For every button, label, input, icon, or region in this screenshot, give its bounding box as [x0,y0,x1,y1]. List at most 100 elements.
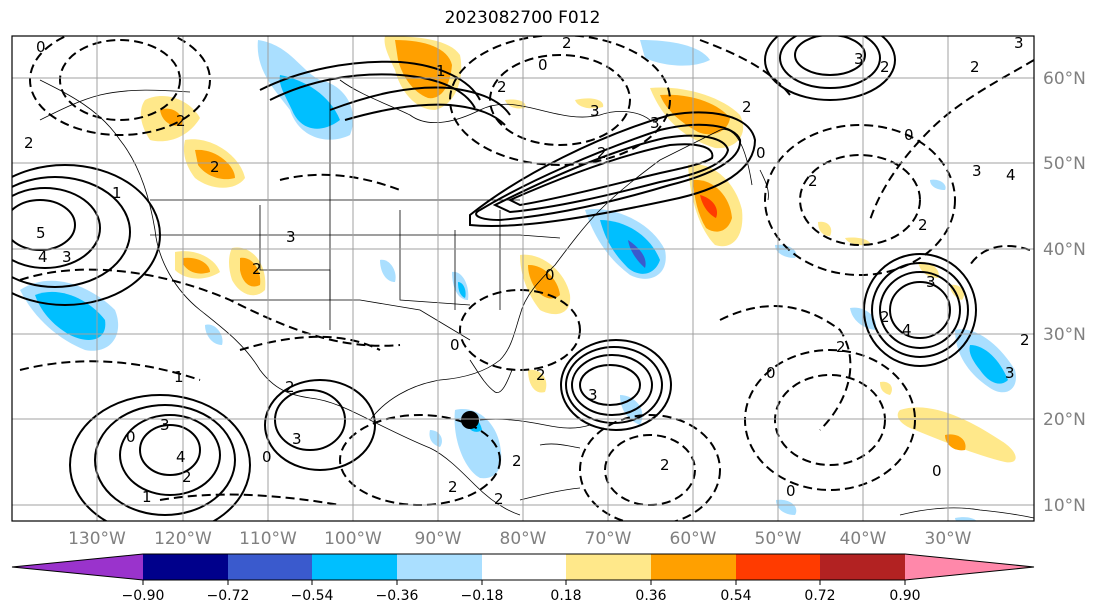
contour-label: 2 [176,112,186,130]
contour-label: 2 [742,98,752,116]
colorbar-tick-label: 0.90 [889,588,920,604]
contour-label: 0 [36,38,46,56]
colorbar-segment [820,554,905,580]
contour-label: 2 [836,338,846,356]
contour-label: 1 [112,184,122,202]
contour-label: 3 [62,248,72,266]
colorbar-tick-label: 0.54 [720,588,751,604]
contour-label: 2 [970,58,980,76]
colorbar: −0.90 −0.72 −0.54 −0.36 −0.18 0.18 0.36 … [11,553,1035,604]
colorbar-tick-label: −0.54 [291,588,334,604]
contour-label: 2 [808,172,818,190]
contour-label: 3 [1005,364,1015,382]
contour-label: 4 [38,248,48,266]
contour-label: 4 [1006,166,1016,184]
contour-label: 2 [918,216,928,234]
contour-label: 4 [176,448,186,466]
contour-label: 2 [494,490,504,508]
contour-label: 0 [545,266,555,284]
lat-label: 60°N [1043,69,1086,89]
contour-label: 1 [142,488,152,506]
lon-label: 60°W [670,529,717,549]
contour-label: 2 [210,158,220,176]
colorbar-segment [566,554,651,580]
lon-label: 50°W [755,529,802,549]
contour-label: 2 [497,78,507,96]
contour-label: 3 [650,114,660,132]
contour-label: 5 [36,224,46,242]
contour-label: 2 [285,378,295,396]
colorbar-segment [312,554,397,580]
colorbar-tick-label: −0.72 [207,588,250,604]
contour-label: 2 [24,134,34,152]
contour-label: 2 [182,468,192,486]
contour-label-group: 5 4 3 2 1 0 2 2 1 2 0 2 3 2 3 2 0 2 0 3 … [24,34,1030,508]
lat-label: 10°N [1043,496,1086,516]
lat-label: 30°N [1043,325,1086,345]
contour-label: 2 [660,456,670,474]
contour-label: 2 [880,58,890,76]
colorbar-segment [143,554,228,580]
contour-label: 0 [126,428,136,446]
contour-label: 3 [926,273,936,291]
latitude-labels: 60°N 50°N 40°N 30°N 20°N 10°N [1043,69,1086,516]
lat-label: 50°N [1043,154,1086,174]
contour-label: 0 [756,144,766,162]
contour-label: 2 [1020,331,1030,349]
contour-label: 3 [972,162,982,180]
lon-label: 30°W [925,529,972,549]
longitude-labels: 130°W 120°W 110°W 100°W 90°W 80°W 70°W 6… [68,529,972,549]
contour-label: 2 [880,308,890,326]
colorbar-segment [736,554,820,580]
contour-label: 3 [286,228,296,246]
contour-label: 4 [902,321,912,339]
contour-label: 3 [1014,34,1024,52]
lon-label: 130°W [68,529,126,549]
contour-label: 0 [786,482,796,500]
lon-label: 70°W [585,529,632,549]
contour-label: 0 [450,336,460,354]
colorbar-segment [905,554,1034,580]
coastlines [39,79,1034,519]
colorbar-tick-label: 0.18 [550,588,581,604]
contour-label: 2 [597,144,607,162]
map-title: 2023082700 F012 [444,8,601,28]
contour-label: 0 [262,448,272,466]
contour-label: 3 [590,102,600,120]
contour-label: 0 [538,56,548,74]
contour-label: 1 [174,368,184,386]
lat-label: 40°N [1043,240,1086,260]
colorbar-tick-label: −0.90 [122,588,165,604]
colorbar-segment [651,554,736,580]
lon-label: 120°W [154,529,212,549]
contour-label: 2 [512,452,522,470]
contour-label: 3 [854,50,864,68]
contour-label: 0 [766,364,776,382]
lat-label: 20°N [1043,410,1086,430]
contour-label: 0 [904,126,914,144]
colorbar-segment [397,554,482,580]
graticule [12,36,1034,521]
contour-lines [12,36,977,521]
contour-label: 0 [932,462,942,480]
colorbar-tick-label: 0.36 [635,588,666,604]
contour-label: 3 [292,430,302,448]
lon-label: 40°W [840,529,887,549]
lon-label: 90°W [415,529,462,549]
colorbar-tick-label: −0.18 [461,588,504,604]
marker-dot [461,411,479,429]
colorbar-segment [228,554,312,580]
contour-label: 2 [448,478,458,496]
map-frame [11,35,1035,522]
lon-label: 80°W [500,529,547,549]
colorbar-segment [12,554,143,580]
contour-label: 3 [160,416,170,434]
contour-label: 2 [536,366,546,384]
colorbar-tick-label: 0.72 [804,588,835,604]
colorbar-tick-label: −0.36 [376,588,419,604]
colorbar-segment [482,554,566,580]
lon-label: 100°W [324,529,382,549]
contour-label: 1 [436,62,446,80]
contour-label: 3 [588,386,598,404]
